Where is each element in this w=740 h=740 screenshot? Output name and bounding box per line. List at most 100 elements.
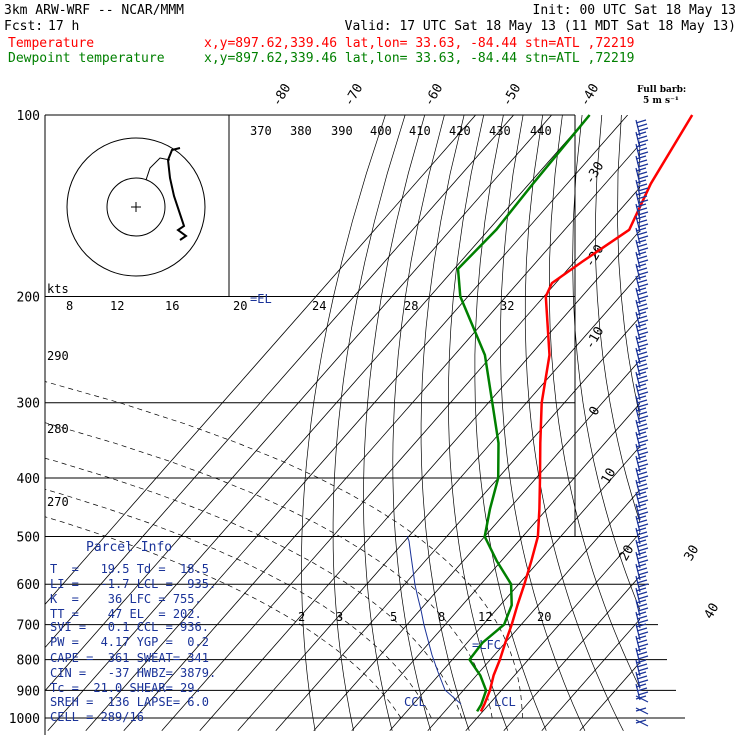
wind-barb-flag (635, 287, 647, 292)
wind-barb-flag (636, 663, 648, 668)
mixing-ratio-8: 8 (438, 610, 445, 624)
parcel-path (406, 535, 462, 705)
wind-barb-flag (636, 567, 648, 572)
isotherm--40 (237, 273, 640, 732)
hodograph-trace (166, 147, 188, 241)
wind-barb-flag (637, 151, 649, 156)
ccl-marker: CCL (404, 695, 426, 709)
wind-barb-flag (637, 607, 649, 612)
hodograph-ring (106, 177, 166, 237)
wind-barb-flag (636, 363, 648, 368)
wind-barb-flag (635, 275, 647, 280)
parcel-row: SVI = 0.1 CCL = 936. (50, 620, 209, 634)
wind-barb-flag (637, 199, 649, 204)
wind-barb-flag (636, 651, 648, 656)
wind-barb-flag (635, 299, 647, 304)
dry-adiabat-330 (524, 115, 624, 731)
chart-annotations: kts 8 12 16 20 24 28 32 370 380 390 400 … (47, 124, 552, 709)
wind-barb-flag (636, 423, 648, 428)
wind-barb-flag (637, 319, 649, 324)
theta-label-410: 410 (409, 124, 431, 138)
hodo-speed-20: 20 (233, 299, 247, 313)
wind-barb-flag (635, 611, 647, 616)
wind-barb-flag (637, 463, 649, 468)
wind-barb-flag (635, 635, 647, 640)
el-marker: =EL (250, 292, 272, 306)
wind-barb-flag (637, 655, 649, 660)
hodo-speed-8: 8 (66, 299, 73, 313)
mixing-ratio-3: 3 (336, 610, 343, 624)
dry-adiabat-280 (392, 115, 445, 731)
isotherm--30 (275, 316, 640, 732)
wind-barb-flag (637, 127, 649, 132)
hodo-speed-32: 32 (500, 299, 514, 313)
isotherm-0 (389, 445, 640, 732)
wind-barb-flag (637, 619, 649, 624)
wind-barb-flag (635, 407, 647, 412)
wind-barb-flag (635, 515, 647, 520)
temperature-location: x,y=897.62,339.46 lat,lon= 33.63, -84.44… (204, 36, 634, 51)
isotherm--80 (85, 115, 628, 732)
wind-barb-flag (635, 155, 647, 160)
dry-adiabat-350 (572, 115, 640, 611)
wind-barbs (635, 119, 649, 727)
mixing-ratio-20: 20 (537, 610, 551, 624)
dry-adiabat-270 (363, 115, 426, 731)
wind-barb-flag (635, 383, 647, 388)
wind-barb-flag (636, 411, 648, 416)
wind-barb-flag (635, 707, 647, 712)
temperature-legend: Temperature (8, 36, 94, 51)
wind-barb-flag (635, 695, 647, 700)
wind-barb-flag (637, 139, 649, 144)
theta-label-370: 370 (250, 124, 272, 138)
parcel-row: TT = 47 EL = 202. (50, 607, 202, 621)
pressure-label-400: 400 (17, 472, 40, 487)
hodo-speed-12: 12 (110, 299, 124, 313)
wind-barb-flag (636, 207, 648, 212)
wind-barb (635, 719, 649, 727)
isotherms (45, 115, 640, 732)
wind-barb-flag (637, 355, 649, 360)
wind-barb-flag (636, 219, 648, 224)
wind-barb-flag (635, 143, 647, 148)
wind-barb-flag (636, 399, 648, 404)
init-time: Init: 00 UTC Sat 18 May 13 (533, 3, 737, 18)
pressure-label-600: 600 (17, 578, 40, 593)
pressure-label-900: 900 (17, 684, 40, 699)
parcel-row: Tc = 21.0 SHEAR= 29. (50, 681, 202, 695)
hodo-speed-16: 16 (165, 299, 179, 313)
wind-barb-flag (637, 439, 649, 444)
wind-barb-flag (635, 119, 647, 124)
sounding-series (456, 114, 694, 713)
wind-barb-flag (637, 511, 649, 516)
wind-barb-flag (637, 679, 649, 684)
isotherm--50 (199, 229, 640, 732)
wind-barb-flag (636, 447, 648, 452)
wind-barb-flag (635, 455, 647, 460)
theta-label-280: 280 (47, 422, 69, 436)
pressure-label-700: 700 (17, 619, 40, 634)
wind-barb-flag (637, 475, 649, 480)
mixing-ratio-5: 5 (390, 610, 397, 624)
theta-label-270: 270 (47, 495, 69, 509)
wind-barb-flag (637, 343, 649, 348)
wind-barb-flag (635, 311, 647, 316)
wind-barb-flag (636, 243, 648, 248)
hodograph-storm-motion (145, 157, 171, 181)
wind-barb-flag (635, 239, 647, 244)
wind-barb-flag (637, 247, 649, 252)
isotherm-label--80: -80 (270, 81, 295, 109)
isotherm-label--70: -70 (342, 81, 367, 109)
wind-barb-flag (636, 579, 648, 584)
wind-barb-flag (636, 327, 648, 332)
parcel-row: CAPE = 361 SWEAT= 341 (50, 651, 209, 665)
fcst-label: Fcst: (4, 19, 43, 34)
wind-barb-flag (636, 171, 648, 176)
wind-barb-flag (635, 491, 647, 496)
wind-barb-flag (637, 691, 649, 696)
wind-barb-flag (636, 195, 648, 200)
dry-adiabat-390 (660, 115, 740, 731)
parcel-info-panel: Parcel Info T = 19.5 Td = 18.5 LI = -1.7… (50, 540, 216, 724)
wind-barb-flag (636, 135, 648, 140)
isotherm--90 (47, 115, 590, 732)
